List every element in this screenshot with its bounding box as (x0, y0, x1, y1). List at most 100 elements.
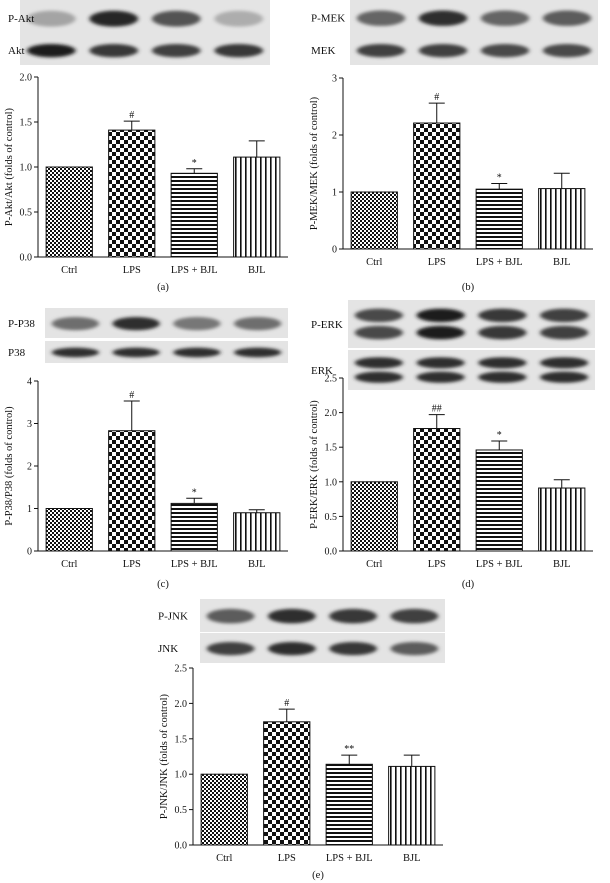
x-tick-label: LPS + BJL (476, 257, 523, 268)
blot-band (390, 608, 439, 624)
x-tick-label: BJL (403, 853, 421, 864)
blot-band (540, 308, 589, 323)
blot-band (540, 325, 589, 340)
x-tick-label: BJL (553, 257, 571, 268)
y-tick-label: 0.5 (20, 208, 33, 219)
blot-band (354, 308, 403, 323)
blot-band (51, 317, 100, 331)
bar (45, 508, 93, 552)
blot-band (416, 357, 465, 369)
blot-band (112, 317, 160, 331)
blot-band (206, 642, 255, 656)
blot-band (151, 10, 201, 27)
significance-label: * (192, 487, 197, 498)
blot-band (214, 44, 264, 58)
blot-band (51, 347, 100, 358)
blot-label: ERK (311, 365, 333, 377)
y-tick-label: 2.0 (325, 408, 338, 419)
y-tick-label: 1 (332, 188, 337, 199)
bar (45, 166, 93, 258)
significance-label: # (284, 698, 289, 709)
chart-panel: P-JNK JNK 0.0 0.5 1.0 1.5 2.0 2.5 P-JNK/JNK (fol… (158, 599, 445, 881)
blot-band (112, 347, 160, 358)
x-tick-label: LPS (278, 853, 296, 864)
y-axis-label: P-ERK/ERK (folds of control) (309, 400, 320, 529)
blot-band (390, 642, 439, 656)
blot-label: Akt (8, 45, 25, 57)
blot-band (233, 317, 282, 331)
panel-caption: (b) (462, 282, 475, 293)
bar (325, 763, 373, 846)
blot-band (478, 308, 527, 323)
y-tick-label: 1.5 (20, 118, 33, 129)
panel-caption: (e) (312, 870, 324, 881)
bar (388, 765, 436, 846)
x-tick-label: LPS (123, 265, 141, 276)
y-tick-label: 1 (27, 504, 32, 515)
y-tick-label: 1.0 (20, 163, 33, 174)
y-tick-label: 1.0 (325, 477, 338, 488)
y-tick-label: 0.5 (325, 512, 338, 523)
blot-band (540, 371, 589, 383)
panel-caption: (d) (462, 579, 475, 590)
significance-label: # (129, 390, 134, 401)
chart-panel: P-Akt Akt 0.0 0.5 1.0 1.5 2.0 P-Akt/Akt (folds … (4, 0, 288, 293)
y-tick-label: 2.0 (20, 73, 33, 84)
blot-band (206, 608, 255, 624)
blot-strip: JNK (158, 633, 445, 663)
significance-label: * (497, 172, 502, 183)
x-tick-label: LPS + BJL (171, 559, 218, 570)
y-tick-label: 0.0 (325, 547, 338, 558)
blot-label: P-MEK (311, 13, 345, 25)
blot-band (418, 44, 468, 58)
blot-band (214, 10, 264, 27)
bar (413, 122, 461, 250)
x-tick-label: Ctrl (216, 853, 232, 864)
blot-strip: ERK (311, 350, 595, 390)
bar (170, 172, 218, 258)
blot-strip: P-ERK (311, 300, 595, 348)
y-tick-label: 0.0 (175, 841, 188, 852)
y-tick-label: 2 (27, 462, 32, 473)
blot-label: JNK (158, 643, 178, 655)
blot-band (478, 325, 527, 340)
blot-label: P38 (8, 347, 26, 359)
bar (233, 512, 281, 552)
blot-background (348, 300, 595, 348)
blot-label: P-P38 (8, 318, 35, 330)
blot-band (267, 642, 316, 656)
significance-label: ## (432, 404, 442, 415)
bar (200, 773, 248, 846)
blot-band (89, 44, 139, 58)
blot-band (356, 10, 406, 26)
blot-band (354, 325, 403, 340)
y-tick-label: 1.0 (175, 770, 188, 781)
blot-band (416, 371, 465, 383)
y-tick-label: 2.5 (175, 664, 188, 675)
bar (263, 721, 311, 846)
bar (475, 449, 523, 552)
significance-label: * (192, 158, 197, 169)
blot-band (329, 608, 378, 624)
bar (170, 502, 218, 552)
blot-strip: P-Akt (8, 0, 270, 36)
blot-strip: P38 (8, 341, 288, 363)
y-tick-label: 2.0 (175, 699, 188, 710)
blot-band (416, 325, 465, 340)
bar (233, 156, 281, 258)
x-tick-label: LPS + BJL (326, 853, 373, 864)
y-axis-label: P-JNK/JNK (folds of control) (159, 693, 170, 819)
significance-label: * (497, 430, 502, 441)
significance-label: ** (344, 744, 354, 755)
y-axis-label: P-Akt/Akt (folds of control) (4, 107, 15, 226)
x-tick-label: Ctrl (61, 265, 77, 276)
y-tick-label: 4 (27, 377, 32, 388)
significance-label: # (434, 92, 439, 103)
blot-band (173, 317, 221, 331)
blot-strip: P-MEK (311, 0, 598, 35)
blot-band (233, 347, 282, 358)
x-tick-label: LPS (428, 257, 446, 268)
y-tick-label: 0 (332, 245, 337, 256)
bar (350, 191, 398, 250)
blot-band (542, 44, 592, 58)
